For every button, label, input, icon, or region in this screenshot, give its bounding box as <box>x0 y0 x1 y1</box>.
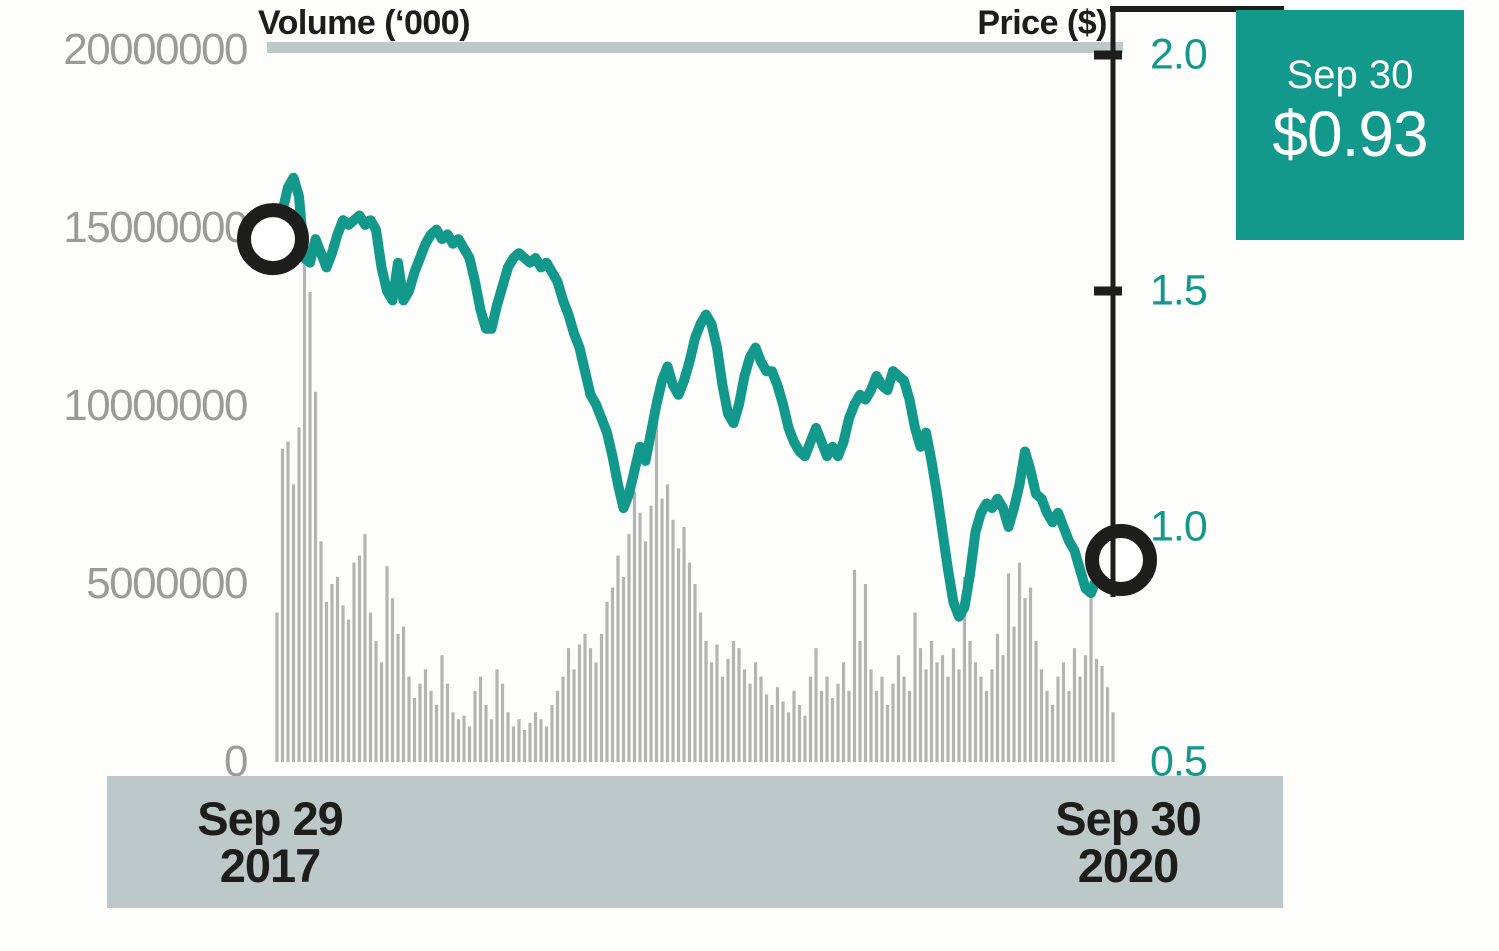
x-axis-start-date: Sep 29 2017 <box>165 776 375 908</box>
price-tick-2.0: 2.0 <box>1150 30 1208 79</box>
price-tick-1.5: 1.5 <box>1150 266 1208 315</box>
callout-price: $0.93 <box>1272 98 1428 170</box>
end-date-line1: Sep 30 <box>1055 792 1202 845</box>
price-axis-spine <box>1094 6 1284 597</box>
start-date-line1: Sep 29 <box>197 792 344 845</box>
price-tick-1.0: 1.0 <box>1150 502 1208 551</box>
volume-bars <box>275 252 1115 762</box>
callout-date: Sep 30 <box>1286 53 1414 97</box>
top-gridline <box>267 42 1123 53</box>
volume-tick-10000000: 10000000 <box>63 381 248 430</box>
x-axis-end-date: Sep 30 2020 <box>1023 776 1233 908</box>
volume-tick-5000000: 5000000 <box>86 559 248 608</box>
price-callout: Sep 30 $0.93 <box>1236 10 1464 240</box>
end-marker-circle <box>1085 524 1157 596</box>
end-date-line2: 2020 <box>1077 839 1180 892</box>
volume-tick-20000000: 20000000 <box>63 25 248 74</box>
x-axis-band: Sep 29 2017 Sep 30 2020 <box>107 776 1283 908</box>
price-line <box>272 172 1118 622</box>
volume-axis-title: Volume (‘000) <box>258 4 471 42</box>
start-date-line2: 2017 <box>219 839 322 892</box>
price-axis-title: Price ($) <box>977 4 1107 42</box>
start-marker-circle <box>237 203 309 276</box>
volume-tick-15000000: 15000000 <box>63 203 248 252</box>
